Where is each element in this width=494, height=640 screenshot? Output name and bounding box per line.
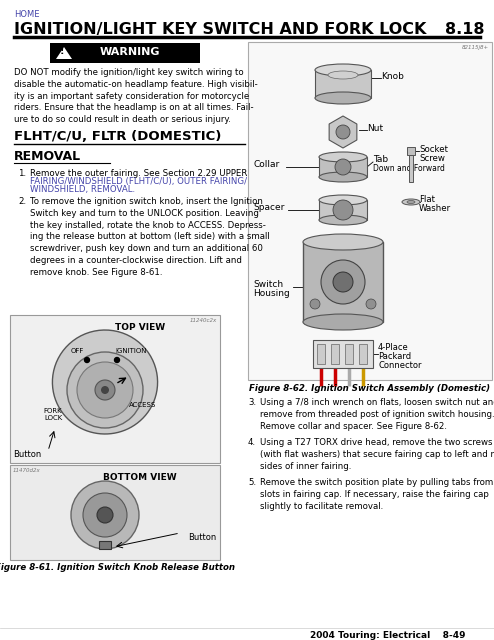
Text: 8.18: 8.18: [445, 22, 485, 37]
Circle shape: [333, 272, 353, 292]
Circle shape: [321, 260, 365, 304]
Text: OFF: OFF: [70, 348, 83, 354]
Bar: [331, 344, 339, 364]
Bar: [319, 200, 367, 220]
Text: Button: Button: [13, 450, 41, 459]
Text: Connector: Connector: [378, 361, 421, 370]
Circle shape: [366, 299, 376, 309]
Bar: [407, 147, 415, 155]
Text: Button: Button: [188, 533, 216, 542]
Text: 11470d2x: 11470d2x: [13, 468, 41, 473]
Text: WARNING: WARNING: [100, 47, 160, 57]
Circle shape: [115, 358, 120, 362]
Text: DO NOT modify the ignition/light key switch wiring to
disable the automatic-on h: DO NOT modify the ignition/light key swi…: [14, 68, 258, 124]
Ellipse shape: [319, 215, 367, 225]
Text: Packard: Packard: [378, 352, 411, 361]
Circle shape: [84, 358, 89, 362]
Circle shape: [71, 481, 139, 549]
Circle shape: [67, 352, 143, 428]
Text: Remove the outer fairing. See Section 2.29 UPPER: Remove the outer fairing. See Section 2.…: [30, 169, 247, 178]
Bar: [315, 70, 371, 98]
Text: 2.: 2.: [18, 197, 26, 206]
Text: 3.: 3.: [248, 398, 256, 407]
Text: 82115j8+: 82115j8+: [462, 45, 489, 50]
Text: HOME: HOME: [14, 10, 40, 19]
Text: FAIRING/WINDSHIELD (FLHT/C/U), OUTER FAIRING/: FAIRING/WINDSHIELD (FLHT/C/U), OUTER FAI…: [30, 177, 247, 186]
Ellipse shape: [319, 195, 367, 205]
Text: To remove the ignition switch knob, insert the Ignition
Switch key and turn to t: To remove the ignition switch knob, inse…: [30, 197, 270, 276]
Circle shape: [97, 507, 113, 523]
Polygon shape: [329, 116, 357, 148]
Bar: [359, 344, 367, 364]
Text: Collar: Collar: [253, 160, 279, 169]
Text: WINDSHIELD, REMOVAL.: WINDSHIELD, REMOVAL.: [30, 185, 135, 194]
Text: Figure 8-61. Ignition Switch Knob Release Button: Figure 8-61. Ignition Switch Knob Releas…: [0, 563, 235, 572]
Text: IGNITION/LIGHT KEY SWITCH AND FORK LOCK: IGNITION/LIGHT KEY SWITCH AND FORK LOCK: [14, 22, 426, 37]
Text: Using a T27 TORX drive head, remove the two screws
(with flat washers) that secu: Using a T27 TORX drive head, remove the …: [260, 438, 494, 470]
Text: IGNITION: IGNITION: [115, 348, 147, 354]
Text: 2004 Touring: Electrical    8-49: 2004 Touring: Electrical 8-49: [310, 631, 465, 640]
Bar: [10, 465, 220, 560]
Text: ACCESS: ACCESS: [129, 402, 157, 408]
Text: 4-Place: 4-Place: [378, 343, 409, 352]
Text: Socket: Socket: [419, 145, 448, 154]
Bar: [50, 43, 200, 63]
Bar: [409, 155, 413, 182]
Ellipse shape: [303, 314, 383, 330]
Bar: [10, 315, 220, 463]
Bar: [99, 541, 111, 549]
Text: Figure 8-62. Ignition Switch Assembly (Domestic): Figure 8-62. Ignition Switch Assembly (D…: [249, 384, 491, 393]
Ellipse shape: [315, 92, 371, 104]
Circle shape: [77, 362, 133, 418]
Text: FORK
LOCK: FORK LOCK: [43, 408, 62, 421]
Text: FLHT/C/U, FLTR (DOMESTIC): FLHT/C/U, FLTR (DOMESTIC): [14, 130, 221, 143]
Ellipse shape: [319, 172, 367, 182]
Text: Flat: Flat: [419, 195, 435, 204]
Bar: [313, 340, 373, 368]
Text: Knob: Knob: [381, 72, 404, 81]
Bar: [303, 242, 383, 322]
Text: Nut: Nut: [367, 124, 383, 133]
Text: Spacer: Spacer: [253, 203, 285, 212]
Text: Housing: Housing: [253, 289, 290, 298]
Ellipse shape: [303, 234, 383, 250]
Ellipse shape: [407, 200, 415, 204]
Bar: [317, 344, 325, 364]
Circle shape: [333, 200, 353, 220]
Text: Down and Forward: Down and Forward: [373, 164, 445, 173]
Ellipse shape: [328, 71, 358, 79]
Text: BOTTOM VIEW: BOTTOM VIEW: [103, 473, 177, 482]
Text: REMOVAL: REMOVAL: [14, 150, 81, 163]
Ellipse shape: [402, 199, 420, 205]
Polygon shape: [52, 330, 158, 434]
Ellipse shape: [315, 64, 371, 76]
Polygon shape: [56, 47, 72, 59]
Circle shape: [101, 386, 109, 394]
Text: Remove the switch position plate by pulling tabs from
slots in fairing cap. If n: Remove the switch position plate by pull…: [260, 478, 493, 511]
Circle shape: [310, 299, 320, 309]
Text: !: !: [60, 46, 65, 56]
Text: 1.: 1.: [18, 169, 26, 178]
Text: Washer: Washer: [419, 204, 451, 213]
Bar: [345, 344, 353, 364]
Text: 11240c2x: 11240c2x: [190, 318, 217, 323]
Bar: [319, 157, 367, 177]
Text: 5.: 5.: [248, 478, 256, 487]
Circle shape: [335, 159, 351, 175]
Text: Using a 7/8 inch wrench on flats, loosen switch nut and
remove from threaded pos: Using a 7/8 inch wrench on flats, loosen…: [260, 398, 494, 431]
Text: TOP VIEW: TOP VIEW: [115, 323, 165, 332]
Text: Tab: Tab: [373, 155, 388, 164]
Circle shape: [83, 493, 127, 537]
Circle shape: [95, 380, 115, 400]
Bar: [248, 42, 492, 380]
Text: Screw: Screw: [419, 154, 445, 163]
Ellipse shape: [319, 152, 367, 162]
Text: 4.: 4.: [248, 438, 256, 447]
Circle shape: [336, 125, 350, 139]
Text: Switch: Switch: [253, 280, 283, 289]
